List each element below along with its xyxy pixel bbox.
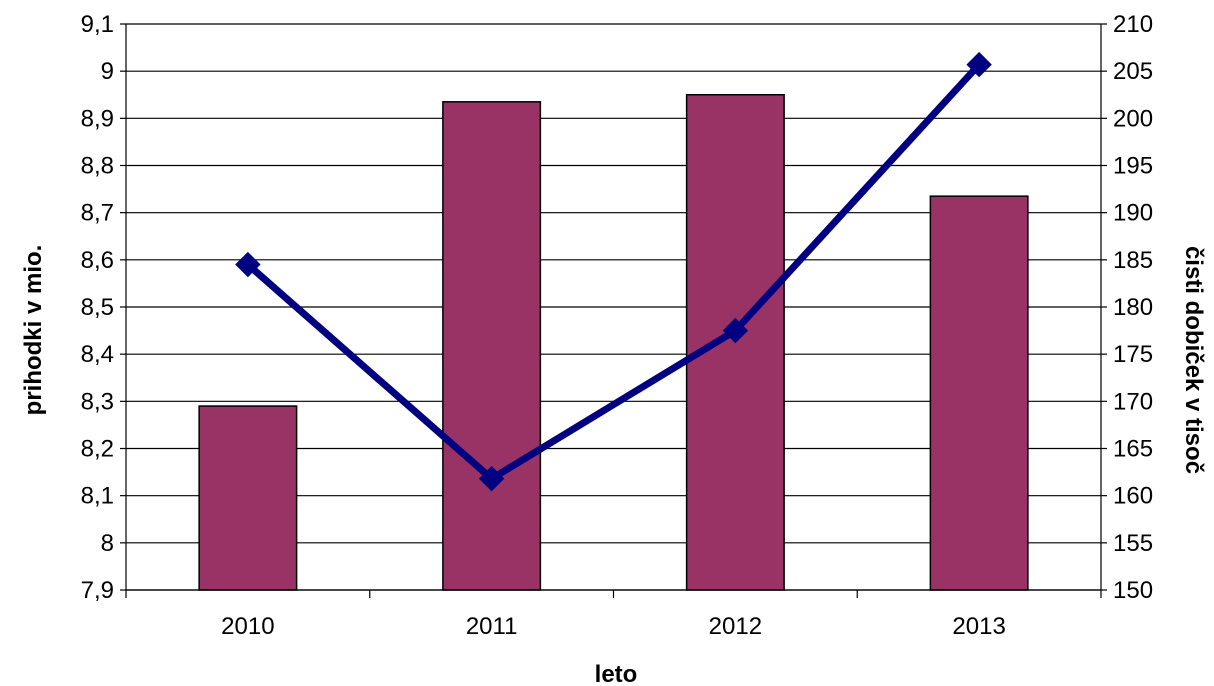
y2-tick-label: 170 — [1113, 388, 1153, 415]
line-point — [478, 465, 505, 492]
y-tick-label: 8,6 — [81, 247, 114, 274]
axes — [120, 23, 1107, 598]
y-tick-label: 8,1 — [81, 483, 114, 510]
line-path — [245, 62, 982, 483]
tick-labels: 7,9 150 8 155 8,1 160 8,2 165 8,3 170 8,4 175 8,5 180… — [81, 11, 1153, 640]
y-tick-label: 8,4 — [81, 341, 114, 368]
y-axis-title: prihodki v mio. — [20, 245, 47, 416]
line-point — [722, 317, 749, 344]
y2-tick-label: 160 — [1113, 483, 1153, 510]
line-point — [235, 251, 261, 278]
y2-tick-label: 155 — [1113, 530, 1153, 557]
x-tick-label: 2011 — [466, 613, 518, 640]
x-tick-label: 2012 — [709, 613, 762, 640]
y2-axis-title: čisti dobiček v tisoč — [1180, 246, 1207, 474]
y-tick-label: 8 — [101, 530, 114, 557]
y-tick-label: 8,7 — [81, 200, 114, 227]
y2-tick-label: 210 — [1113, 11, 1153, 38]
x-tick-label: 2010 — [221, 613, 274, 640]
y-tick-label: 8,8 — [81, 153, 114, 180]
y2-tick-label: 180 — [1113, 294, 1153, 321]
y2-tick-label: 205 — [1113, 58, 1153, 85]
y2-tick-label: 195 — [1113, 153, 1153, 180]
y-tick-label: 9 — [101, 58, 114, 85]
x-tick-label: 2013 — [952, 613, 1005, 640]
bar — [442, 101, 542, 591]
y2-tick-label: 165 — [1113, 436, 1153, 463]
bar — [929, 195, 1029, 591]
y-tick-label: 8,5 — [81, 294, 114, 321]
y-tick-label: 8,2 — [81, 436, 114, 463]
y-tick-label: 8,3 — [81, 388, 114, 415]
y2-tick-label: 185 — [1113, 247, 1153, 274]
line-point — [966, 51, 992, 78]
y-tick-label: 7,9 — [81, 577, 114, 604]
y2-tick-label: 175 — [1113, 341, 1153, 368]
bar-series — [198, 94, 1029, 591]
y2-tick-label: 150 — [1113, 577, 1153, 604]
bar — [198, 405, 298, 591]
y-tick-label: 9,1 — [81, 11, 114, 38]
y-tick-label: 8,9 — [81, 105, 114, 132]
line-series — [235, 51, 992, 492]
y2-tick-label: 200 — [1113, 105, 1153, 132]
y2-tick-label: 190 — [1113, 200, 1153, 227]
x-axis-title: leto — [595, 661, 638, 686]
